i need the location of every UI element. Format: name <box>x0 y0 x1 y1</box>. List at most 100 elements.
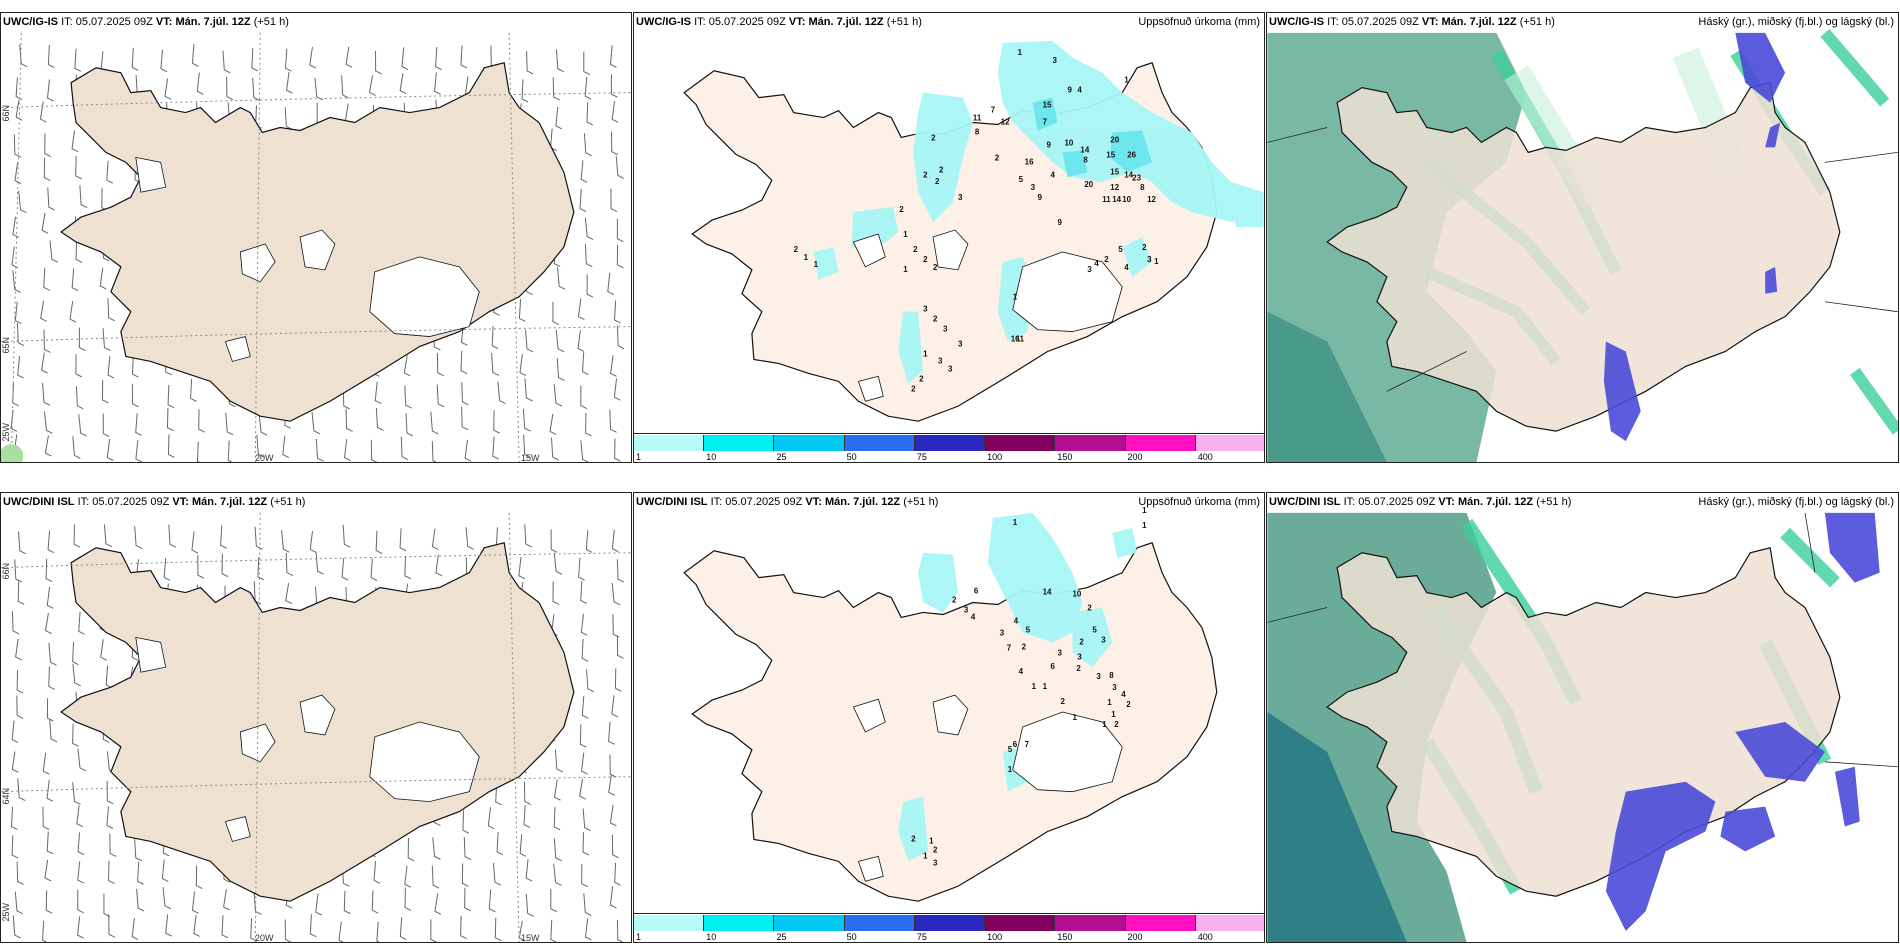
wind-barb <box>345 46 353 68</box>
wind-barb <box>491 352 500 376</box>
precip-value: 4 <box>1094 259 1099 268</box>
precip-value: 5 <box>1092 625 1097 634</box>
wind-barb <box>557 267 566 290</box>
precip-value: 2 <box>911 834 916 843</box>
precip-value: 14 <box>1080 145 1089 154</box>
precip-value: 1 <box>923 349 928 358</box>
precip-value: 10 <box>1064 138 1073 147</box>
wind-barb <box>579 188 587 212</box>
wind-barb <box>102 413 110 437</box>
colorbar-swatch <box>1125 435 1196 451</box>
precip-value: 2 <box>952 596 957 605</box>
wind-barb <box>309 530 317 553</box>
vt-label: VT: <box>155 16 173 28</box>
precip-value: 6 <box>1051 662 1056 671</box>
wind-barb <box>460 350 468 375</box>
wind-barb <box>497 381 506 405</box>
wind-barb <box>72 723 79 747</box>
vt-value: Mán. 7.júl. 12Z <box>1441 16 1517 28</box>
colorbar-label: 200 <box>1127 932 1143 942</box>
vt-label: VT: <box>172 496 189 508</box>
glaciers <box>135 636 480 842</box>
wind-barb <box>220 525 227 549</box>
model-name: UWC/IG-IS <box>1269 16 1324 28</box>
wind-barb <box>131 47 139 71</box>
wind-barb <box>609 409 617 433</box>
wind-barb <box>19 44 28 68</box>
lon-label-15w: 15W <box>521 933 540 943</box>
precip-value: 2 <box>911 384 916 393</box>
precip-value: 1 <box>1142 506 1147 515</box>
wind-barb <box>14 559 23 583</box>
precip-value: 1 <box>1072 713 1077 722</box>
wind-barb <box>131 383 139 408</box>
wind-barb <box>370 439 378 462</box>
wind-barb <box>616 635 624 659</box>
wind-barb <box>315 438 324 462</box>
wind-barb <box>108 914 116 938</box>
precip-value: 2 <box>794 245 799 254</box>
glaciers <box>852 229 1123 402</box>
wind-barb <box>399 73 407 94</box>
colorbar-label: 25 <box>776 452 787 462</box>
wind-barb <box>585 413 592 437</box>
wind-barb <box>42 752 50 775</box>
wind-barb <box>99 267 107 290</box>
precip-value: 1 <box>903 265 908 274</box>
wind-barb <box>16 322 25 347</box>
wind-barb <box>521 79 529 103</box>
colorbar-swatch <box>985 915 1056 931</box>
wind-barb <box>46 698 54 722</box>
precip-value: 2 <box>1061 697 1066 706</box>
graticule <box>1267 512 1898 768</box>
wind-barb <box>581 638 589 662</box>
wind-barb <box>44 612 52 635</box>
colorbar-swatch <box>774 915 845 931</box>
wind-barb <box>431 440 437 462</box>
wind-barb <box>69 301 77 323</box>
wind-barb <box>552 77 560 101</box>
wind-barb <box>74 48 82 72</box>
precip-value: 7 <box>991 106 996 115</box>
precip-value: 2 <box>1114 720 1119 729</box>
cloud-map <box>1267 493 1898 942</box>
wind-barb <box>610 188 618 212</box>
wind-barb <box>71 130 79 153</box>
precip-value: 2 <box>1126 700 1131 709</box>
precip-value: 3 <box>1000 628 1005 637</box>
precip-value: 15 <box>1043 101 1052 110</box>
model-name: UWC/DINI ISL <box>3 496 75 508</box>
wind-barb <box>107 356 115 379</box>
wind-barb <box>46 586 54 609</box>
wind-barb <box>488 889 496 913</box>
lon-label-20w: 20W <box>255 933 274 943</box>
wind-barb <box>164 78 172 100</box>
wind-barb <box>18 190 27 214</box>
green-corner-blob <box>1 444 24 462</box>
wind-barb <box>579 778 586 800</box>
wind-barb <box>72 436 81 459</box>
wind-barb <box>518 920 526 942</box>
wind-barb <box>345 408 353 432</box>
precip-value: 3 <box>938 356 943 365</box>
lat-label-66: 66N <box>1 563 11 580</box>
wind-barb <box>583 51 591 75</box>
wind-barb <box>44 859 52 882</box>
wind-barb <box>616 244 624 269</box>
wind-barb <box>75 353 83 378</box>
wind-barb <box>374 381 382 405</box>
wind-barb <box>134 526 143 549</box>
wind-barb <box>41 212 49 234</box>
precip-value: 1 <box>1032 682 1037 691</box>
wind-barb <box>399 917 407 940</box>
wind-barb <box>343 890 351 915</box>
precip-value: 15 <box>1106 150 1115 159</box>
wind-barb <box>286 71 293 94</box>
wind-barb <box>492 436 500 460</box>
precip-value: 3 <box>1101 635 1106 644</box>
colorbar-swatch <box>1055 435 1126 451</box>
wind-barb <box>191 44 199 67</box>
wind-barb <box>583 893 592 916</box>
precip-value: 15 <box>1110 167 1119 176</box>
precip-value: 2 <box>939 165 944 174</box>
